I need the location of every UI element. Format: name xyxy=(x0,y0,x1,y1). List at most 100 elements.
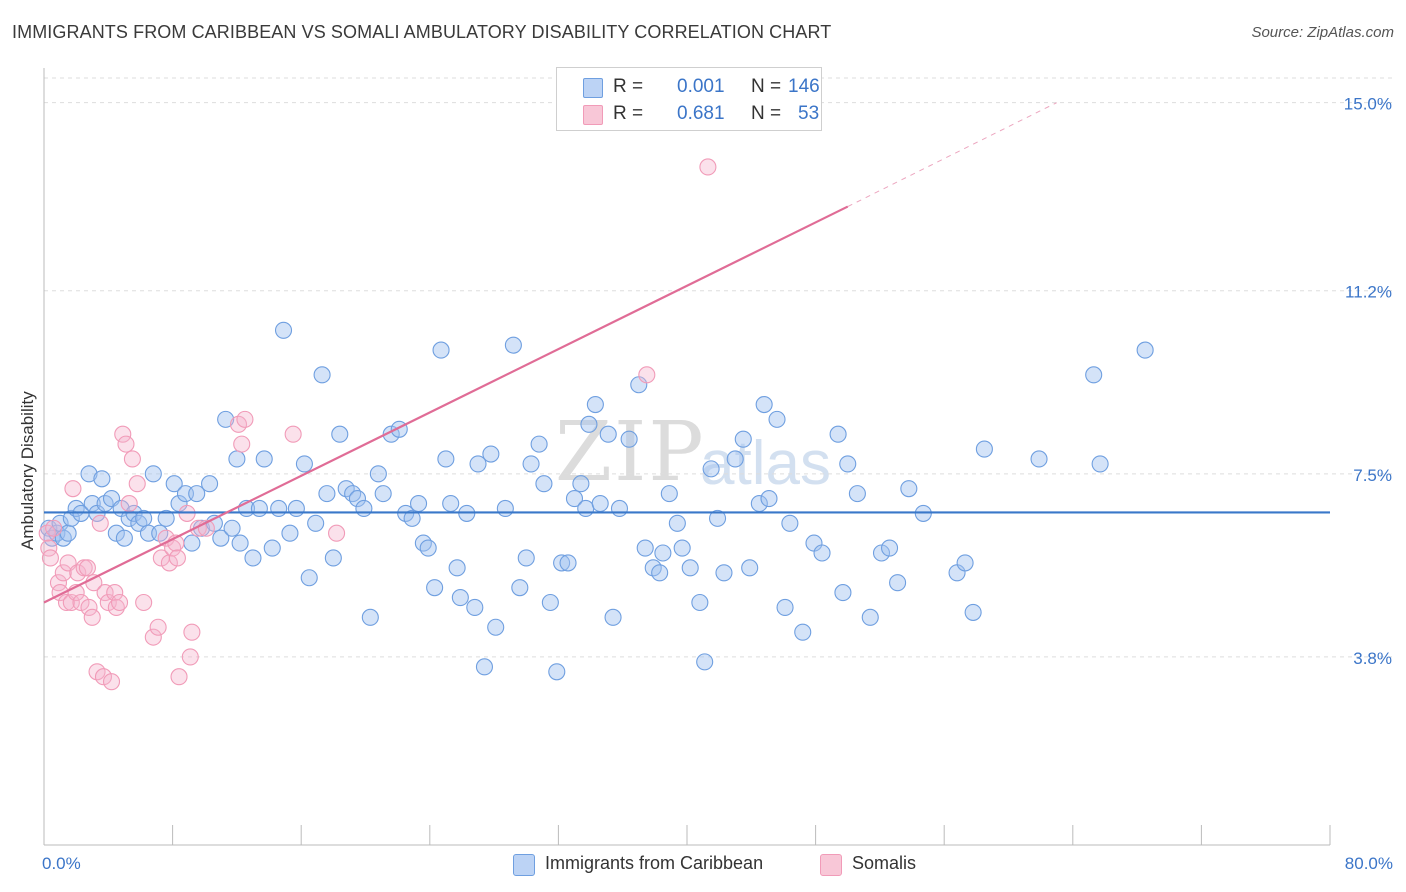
caribbean-point xyxy=(403,509,421,527)
caribbean-point xyxy=(300,569,318,587)
caribbean-point xyxy=(409,494,428,513)
caribbean-point xyxy=(522,455,540,473)
caribbean-point xyxy=(228,450,246,468)
caribbean-point xyxy=(861,608,879,626)
caribbean-point xyxy=(482,445,500,463)
caribbean-point xyxy=(223,519,241,537)
caribbean-point xyxy=(324,549,342,567)
somali-point xyxy=(181,648,199,666)
caribbean-point xyxy=(59,524,77,542)
somali-point xyxy=(102,673,121,691)
caribbean-point xyxy=(250,499,268,518)
caribbean-point xyxy=(414,534,432,552)
caribbean-point xyxy=(839,455,857,473)
caribbean-point xyxy=(466,598,484,616)
somali-point xyxy=(144,628,162,646)
caribbean-point xyxy=(348,490,367,508)
axes xyxy=(43,68,1331,846)
somali-point xyxy=(111,593,129,612)
somali-point xyxy=(80,598,98,616)
y-axis-label: Ambulatory Disability xyxy=(18,391,37,550)
somali-point xyxy=(117,435,135,453)
caribbean-point xyxy=(900,480,918,498)
y-tick-labels: 3.8% 7.5% 11.2% 15.0% xyxy=(1344,95,1392,668)
caribbean-point xyxy=(274,321,293,339)
n-label: N = xyxy=(751,76,782,97)
somali-point xyxy=(62,593,80,612)
caribbean-point xyxy=(231,534,249,552)
caribbean-point xyxy=(369,465,387,483)
caribbean-point xyxy=(668,514,686,532)
caribbean-point xyxy=(115,529,133,547)
caribbean-point xyxy=(604,608,622,626)
caribbean-point xyxy=(726,450,744,468)
somali-point xyxy=(64,480,82,498)
r-value: 0.001 xyxy=(677,76,725,97)
caribbean-point xyxy=(610,499,629,518)
y-tick-label: 11.2% xyxy=(1345,283,1392,302)
caribbean-point xyxy=(660,485,678,503)
legend-label-somali: Somalis xyxy=(852,853,917,873)
somali-trend-extension xyxy=(847,102,1057,208)
caribbean-point xyxy=(448,559,466,577)
caribbean-point xyxy=(281,524,299,542)
caribbean-point xyxy=(889,574,907,592)
caribbean-point xyxy=(255,450,273,468)
caribbean-point xyxy=(504,336,522,354)
caribbean-point xyxy=(599,425,617,443)
caribbean-point xyxy=(201,475,219,493)
caribbean-point xyxy=(760,490,778,508)
caribbean-point xyxy=(696,653,714,671)
y-tick-label: 7.5% xyxy=(1353,466,1392,485)
caribbean-point xyxy=(295,455,313,473)
caribbean-point xyxy=(62,509,80,527)
caribbean-point xyxy=(80,465,98,483)
somali-point xyxy=(107,598,125,616)
trend-lines xyxy=(43,102,1330,604)
caribbean-point xyxy=(834,584,852,602)
series-somali-points xyxy=(38,158,717,691)
somali-point xyxy=(96,584,114,602)
caribbean-point xyxy=(144,465,162,483)
chart-title: IMMIGRANTS FROM CARIBBEAN VS SOMALI AMBU… xyxy=(12,22,832,42)
caribbean-point xyxy=(734,430,752,448)
caribbean-point xyxy=(755,395,773,414)
caribbean-point xyxy=(496,499,514,518)
y-tick-label: 15.0% xyxy=(1344,95,1392,114)
somali-point xyxy=(284,425,302,443)
caribbean-point xyxy=(651,564,669,582)
caribbean-point xyxy=(244,549,262,567)
caribbean-point xyxy=(107,524,125,542)
caribbean-point xyxy=(426,579,444,597)
caribbean-point xyxy=(511,579,529,597)
caribbean-point xyxy=(577,499,595,518)
somali-point xyxy=(233,435,251,453)
caribbean-point xyxy=(165,475,183,493)
somali-point xyxy=(94,668,113,686)
legend-label-caribbean: Immigrants from Caribbean xyxy=(545,853,764,873)
caribbean-point xyxy=(541,593,559,612)
caribbean-point xyxy=(956,554,974,572)
r-label: R = xyxy=(613,103,644,124)
caribbean-swatch xyxy=(583,78,603,98)
caribbean-point xyxy=(183,534,201,552)
caribbean-point xyxy=(270,499,288,518)
somali-point xyxy=(128,475,146,493)
caribbean-point xyxy=(580,415,598,433)
somali-point xyxy=(170,668,188,686)
caribbean-point xyxy=(654,544,672,562)
source-label: Source: ZipAtlas.com xyxy=(1251,24,1394,41)
somali-point xyxy=(183,623,201,641)
r-label: R = xyxy=(613,76,644,97)
caribbean-point xyxy=(565,490,584,508)
caribbean-point xyxy=(374,485,392,503)
x-tick-label: 80.0% xyxy=(1345,854,1393,873)
caribbean-point xyxy=(437,450,455,468)
somali-point xyxy=(135,593,153,612)
n-value: 146 xyxy=(788,76,820,97)
somali-point xyxy=(236,410,254,428)
somali-swatch xyxy=(820,854,842,876)
somali-point xyxy=(83,608,101,626)
caribbean-point xyxy=(1091,455,1109,473)
